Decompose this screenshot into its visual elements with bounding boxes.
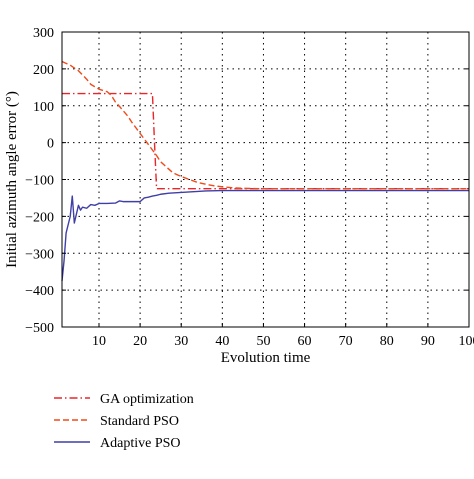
y-tick-label: −300 <box>25 247 54 262</box>
y-tick-label: 100 <box>33 100 54 115</box>
x-tick-label: 70 <box>339 334 353 349</box>
legend-label-adaptive-pso: Adaptive PSO <box>100 436 181 451</box>
y-axis-label: Initial azimuth angle error (°) <box>4 91 20 268</box>
y-tick-label: 200 <box>33 63 54 78</box>
y-tick-label: −200 <box>25 210 54 225</box>
y-tick-label: −500 <box>25 321 54 336</box>
x-tick-label: 40 <box>215 334 229 349</box>
x-tick-label: 30 <box>174 334 188 349</box>
x-tick-label: 20 <box>133 334 147 349</box>
x-axis-label: Evolution time <box>221 350 311 366</box>
y-tick-label: −400 <box>25 284 54 299</box>
y-tick-label: −100 <box>25 174 54 189</box>
x-tick-label: 50 <box>256 334 270 349</box>
y-tick-label: 0 <box>47 137 54 152</box>
series-line-standard-pso <box>62 62 469 189</box>
y-tick-label: 300 <box>33 26 54 41</box>
series-line-adaptive-pso <box>62 191 469 281</box>
legend-label-ga-optimization: GA optimization <box>100 392 194 407</box>
x-tick-label: 10 <box>92 334 106 349</box>
x-tick-label: 90 <box>421 334 435 349</box>
legend: GA optimization Standard PSO Adaptive PSO <box>54 392 194 451</box>
axis-ticks: 10 20 30 40 50 60 70 80 90 100 300 200 100 0 −100 −200 −… <box>25 26 474 349</box>
series-line-ga-optimization <box>62 94 469 189</box>
x-tick-label: 60 <box>298 334 312 349</box>
x-tick-label: 80 <box>380 334 394 349</box>
series-lines <box>62 62 469 281</box>
legend-label-standard-pso: Standard PSO <box>100 414 179 429</box>
grid-lines <box>62 32 469 327</box>
x-tick-label: 100 <box>459 334 474 349</box>
